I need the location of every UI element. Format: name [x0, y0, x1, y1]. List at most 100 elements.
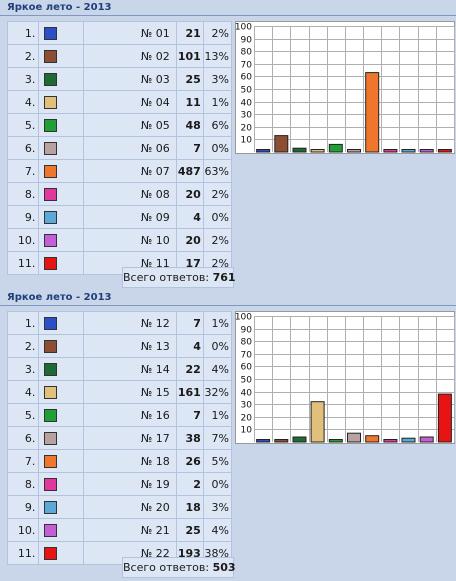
y-tick-label: 30: [241, 401, 253, 411]
vote-count: 7: [175, 311, 204, 335]
vote-count: 487: [175, 159, 204, 183]
results-table: 1. № 01 21 2% 2. № 02 101 13% 3. № 03 25 3% 4. № 04 11…: [6, 21, 233, 275]
color-swatch-cell: [38, 334, 84, 358]
total-count: 761: [212, 271, 236, 284]
bar-chart: 10 20 30 40 50 60 70 80 90 100: [235, 311, 455, 444]
vote-count: 20: [175, 182, 204, 206]
color-swatch-cell: [38, 113, 84, 137]
color-swatch: [44, 210, 58, 224]
table-row: 6. № 17 38 7%: [6, 426, 233, 450]
vote-percent: 1%: [202, 90, 233, 114]
rank-cell: 4.: [6, 90, 40, 114]
chart-bar: [328, 143, 343, 153]
chart-bar: [437, 393, 452, 443]
chart-bar: [274, 439, 289, 443]
option-name: № 05: [82, 113, 177, 137]
vote-percent: 6%: [202, 113, 233, 137]
color-swatch-cell: [38, 380, 84, 404]
color-swatch-cell: [38, 44, 84, 68]
rank-cell: 10.: [6, 518, 40, 542]
table-row: 4. № 15 161 32%: [6, 380, 233, 404]
y-tick-label: 60: [241, 363, 253, 373]
y-tick-label: 70: [241, 61, 253, 71]
vote-percent: 3%: [202, 67, 233, 91]
vote-percent: 0%: [202, 472, 233, 496]
total-votes: Всего ответов: 503: [122, 557, 236, 578]
option-name: № 12: [82, 311, 177, 335]
option-name: № 01: [82, 21, 177, 45]
y-tick-label: 50: [241, 376, 253, 386]
color-swatch-cell: [38, 67, 84, 91]
chart-bar: [274, 135, 289, 153]
vote-count: 161: [175, 380, 204, 404]
vote-count: 4: [175, 205, 204, 229]
table-row: 5. № 16 7 1%: [6, 403, 233, 427]
option-name: № 14: [82, 357, 177, 381]
option-name: № 15: [82, 380, 177, 404]
color-swatch-cell: [38, 136, 84, 160]
table-row: 4. № 04 11 1%: [6, 90, 233, 114]
poll-title[interactable]: Яркое лето - 2013: [7, 2, 112, 13]
y-tick-label: 10: [241, 136, 253, 146]
vote-percent: 0%: [202, 205, 233, 229]
color-swatch-cell: [38, 495, 84, 519]
color-swatch: [44, 26, 58, 40]
color-swatch-cell: [38, 311, 84, 335]
vote-count: 101: [175, 44, 204, 68]
y-tick-label: 100: [235, 23, 252, 33]
chart-bar: [419, 149, 434, 153]
y-tick-label: 20: [241, 124, 253, 134]
divider: [0, 305, 456, 306]
rank-cell: 9.: [6, 495, 40, 519]
color-swatch-cell: [38, 182, 84, 206]
rank-cell: 1.: [6, 311, 40, 335]
color-swatch-cell: [38, 449, 84, 473]
color-swatch: [44, 523, 58, 537]
vote-percent: 3%: [202, 495, 233, 519]
table-row: 9. № 20 18 3%: [6, 495, 233, 519]
rank-cell: 7.: [6, 449, 40, 473]
total-label: Всего ответов:: [123, 271, 210, 284]
vote-count: 48: [175, 113, 204, 137]
table-row: 10. № 21 25 4%: [6, 518, 233, 542]
rank-cell: 7.: [6, 159, 40, 183]
color-swatch-cell: [38, 228, 84, 252]
color-swatch: [44, 49, 58, 63]
option-name: № 16: [82, 403, 177, 427]
color-swatch: [44, 72, 58, 86]
rank-cell: 1.: [6, 21, 40, 45]
rank-cell: 10.: [6, 228, 40, 252]
vote-count: 38: [175, 426, 204, 450]
table-row: 7. № 18 26 5%: [6, 449, 233, 473]
option-name: № 06: [82, 136, 177, 160]
option-name: № 09: [82, 205, 177, 229]
chart-bar: [328, 439, 343, 443]
table-row: 2. № 13 4 0%: [6, 334, 233, 358]
table-row: 10. № 10 20 2%: [6, 228, 233, 252]
option-name: № 07: [82, 159, 177, 183]
chart-bar: [419, 436, 434, 443]
rank-cell: 5.: [6, 113, 40, 137]
vote-percent: 1%: [202, 311, 233, 335]
color-swatch: [44, 339, 58, 353]
total-count: 503: [212, 561, 236, 574]
vote-count: 18: [175, 495, 204, 519]
vote-count: 11: [175, 90, 204, 114]
rank-cell: 6.: [6, 426, 40, 450]
chart-bar: [383, 439, 398, 443]
vote-count: 7: [175, 136, 204, 160]
vote-percent: 2%: [202, 182, 233, 206]
y-tick-label: 20: [241, 414, 253, 424]
vote-count: 4: [175, 334, 204, 358]
table-row: 3. № 03 25 3%: [6, 67, 233, 91]
chart-bar: [347, 432, 361, 443]
color-swatch: [44, 362, 58, 376]
table-row: 11. № 11 17 2%: [6, 251, 233, 275]
poll-title[interactable]: Яркое лето - 2013: [7, 292, 112, 303]
rank-cell: 9.: [6, 205, 40, 229]
rank-cell: 3.: [6, 67, 40, 91]
table-row: 2. № 02 101 13%: [6, 44, 233, 68]
y-tick-label: 10: [241, 426, 253, 436]
chart-bar: [365, 72, 380, 153]
option-name: № 13: [82, 334, 177, 358]
